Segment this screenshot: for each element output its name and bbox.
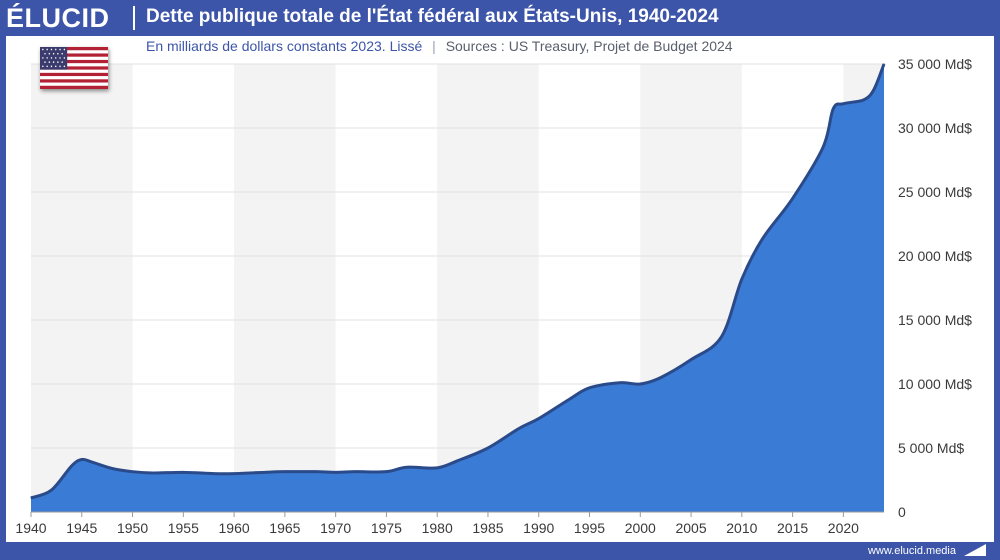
data-point: [182, 471, 184, 473]
data-point: [81, 458, 83, 461]
data-point: [568, 398, 570, 400]
x-tick-label: 1980: [422, 520, 453, 536]
x-tick-label: 2005: [675, 520, 706, 536]
data-point: [436, 467, 438, 469]
data-point: [71, 465, 73, 467]
y-tick-label: 5 000 Md$: [898, 440, 964, 456]
data-point: [832, 108, 834, 110]
data-point: [233, 473, 235, 475]
data-point: [588, 387, 591, 389]
data-point: [690, 359, 692, 361]
data-point: [487, 447, 489, 449]
data-point: [639, 383, 641, 385]
data-point: [152, 472, 154, 474]
x-tick-label: 2020: [828, 520, 859, 536]
x-tick-label: 2000: [625, 520, 656, 536]
data-point: [517, 428, 520, 430]
subtitle-text: En milliards de dollars constants 2023. …: [146, 38, 423, 54]
data-point: [355, 471, 357, 473]
data-point: [406, 466, 408, 468]
x-tick-label: 1945: [66, 520, 97, 536]
x-tick-label: 1985: [472, 520, 503, 536]
data-point: [538, 417, 540, 420]
x-tick-label: 1995: [574, 520, 605, 536]
y-tick-label: 10 000 Md$: [898, 376, 972, 392]
y-tick-label: 25 000 Md$: [898, 184, 972, 200]
x-tick-label: 1960: [219, 520, 250, 536]
grid-band: [31, 64, 133, 512]
data-point: [883, 63, 885, 65]
subtitle: En milliards de dollars constants 2023. …: [146, 38, 733, 54]
x-tick-label: 1955: [168, 520, 199, 536]
y-tick-label: 0: [898, 504, 906, 520]
data-point: [720, 336, 723, 338]
y-tick-label: 30 000 Md$: [898, 120, 972, 136]
debt-area: [31, 64, 884, 512]
data-point: [741, 278, 743, 280]
data-point: [619, 382, 621, 384]
x-tick-label: 1950: [117, 520, 148, 536]
x-tick-label: 2010: [726, 520, 757, 536]
data-point: [792, 197, 794, 199]
data-point: [456, 460, 459, 462]
y-tick-label: 35 000 Md$: [898, 56, 972, 72]
data-point: [761, 238, 763, 240]
subtitle-separator: |: [432, 38, 436, 54]
x-tick-label: 1940: [15, 520, 46, 536]
data-point: [314, 471, 316, 473]
data-point: [91, 461, 93, 463]
x-tick-label: 1965: [269, 520, 300, 536]
x-tick-label: 1970: [320, 520, 351, 536]
data-point: [30, 497, 32, 499]
page-title: Dette publique totale de l'État fédéral …: [146, 6, 719, 27]
data-point: [263, 471, 266, 473]
data-point: [111, 467, 113, 470]
footer-url[interactable]: www.elucid.media: [867, 545, 956, 557]
data-point: [842, 103, 844, 105]
data-point: [131, 471, 134, 473]
data-point: [284, 471, 286, 473]
x-tick-label: 1990: [523, 520, 554, 536]
x-tick-label: 2015: [777, 520, 808, 536]
header-bar: ÉLUCID Dette publique totale de l'État f…: [0, 0, 1000, 36]
data-point: [213, 473, 215, 475]
data-point: [822, 146, 824, 148]
sources-text: Sources : US Treasury, Projet de Budget …: [445, 38, 733, 54]
data-point: [385, 471, 388, 473]
brand-logo: ÉLUCID: [6, 3, 110, 33]
x-tick-label: 1975: [371, 520, 402, 536]
data-point: [335, 471, 337, 473]
data-point: [659, 377, 662, 379]
grid-band: [234, 64, 336, 512]
data-point: [50, 489, 52, 491]
brand-divider: [133, 6, 135, 30]
y-tick-label: 15 000 Md$: [898, 312, 972, 328]
elucid-arrow-icon: [964, 544, 986, 556]
us-flag-icon: [40, 47, 108, 89]
data-point: [863, 99, 865, 101]
data-point: [873, 89, 875, 91]
y-tick-label: 20 000 Md$: [898, 248, 972, 264]
